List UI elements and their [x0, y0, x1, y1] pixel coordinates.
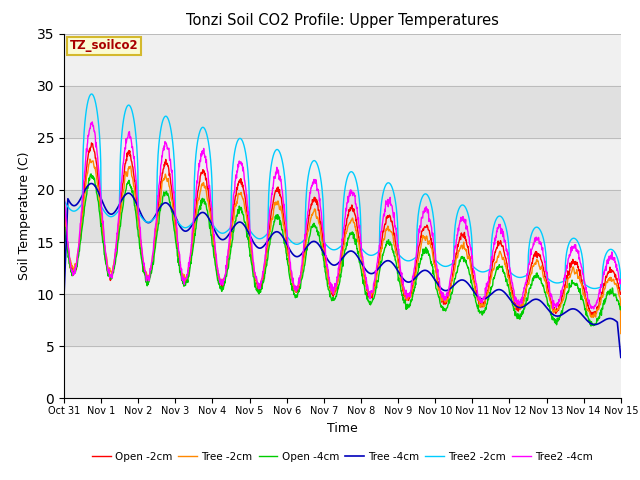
Tree2 -4cm	[246, 233, 254, 239]
Tree -2cm	[60, 271, 68, 277]
Bar	[64, 190, 621, 242]
Tree2 -2cm	[617, 287, 625, 292]
Open -2cm	[60, 203, 68, 209]
Tree2 -2cm	[429, 212, 437, 218]
Line: Open -2cm: Open -2cm	[64, 143, 621, 317]
Open -4cm	[587, 323, 595, 329]
Open -4cm	[246, 252, 254, 258]
Tree2 -2cm	[502, 224, 509, 230]
Tree -2cm	[429, 254, 437, 260]
Title: Tonzi Soil CO2 Profile: Upper Temperatures: Tonzi Soil CO2 Profile: Upper Temperatur…	[186, 13, 499, 28]
Bar	[64, 86, 621, 138]
Open -4cm	[184, 273, 192, 279]
Tree2 -4cm	[590, 306, 598, 312]
Tree -2cm	[171, 221, 179, 227]
Tree2 -2cm	[88, 91, 95, 97]
Open -4cm	[60, 221, 68, 227]
Tree -4cm	[246, 234, 254, 240]
Tree -2cm	[86, 156, 94, 162]
Tree -4cm	[88, 180, 95, 186]
Open -2cm	[617, 290, 625, 296]
Open -2cm	[171, 217, 179, 223]
Tree2 -2cm	[184, 224, 192, 230]
Tree -4cm	[617, 355, 625, 360]
Tree -2cm	[617, 331, 625, 336]
Open -2cm	[88, 140, 95, 146]
Open -4cm	[87, 171, 95, 177]
Tree2 -2cm	[551, 280, 559, 286]
Tree2 -4cm	[429, 236, 437, 241]
Bar	[64, 294, 621, 346]
Y-axis label: Soil Temperature (C): Soil Temperature (C)	[18, 152, 31, 280]
Open -2cm	[589, 314, 596, 320]
Tree -4cm	[171, 212, 179, 218]
Open -2cm	[184, 269, 192, 275]
Line: Tree -2cm: Tree -2cm	[64, 159, 621, 334]
Tree2 -2cm	[171, 167, 179, 172]
Tree -2cm	[502, 263, 509, 268]
Tree -4cm	[429, 274, 437, 280]
Legend: Open -2cm, Tree -2cm, Open -4cm, Tree -4cm, Tree2 -2cm, Tree2 -4cm: Open -2cm, Tree -2cm, Open -4cm, Tree -4…	[88, 448, 597, 466]
Open -4cm	[617, 304, 625, 310]
Tree2 -2cm	[246, 228, 254, 234]
Line: Tree -4cm: Tree -4cm	[64, 183, 621, 358]
Tree2 -4cm	[551, 302, 559, 308]
Open -4cm	[429, 271, 437, 277]
Tree -2cm	[184, 268, 192, 274]
Open -2cm	[551, 308, 559, 314]
Tree -4cm	[551, 313, 559, 319]
Line: Tree2 -4cm: Tree2 -4cm	[64, 122, 621, 309]
Open -4cm	[502, 278, 509, 284]
Open -2cm	[246, 241, 254, 247]
Tree2 -4cm	[60, 190, 68, 195]
Line: Tree2 -2cm: Tree2 -2cm	[64, 94, 621, 289]
Tree2 -4cm	[502, 244, 509, 250]
Tree -4cm	[60, 294, 68, 300]
Tree2 -4cm	[171, 202, 179, 208]
Tree2 -4cm	[88, 119, 96, 125]
Open -4cm	[171, 229, 179, 235]
Tree2 -4cm	[617, 280, 625, 286]
Tree -2cm	[551, 308, 559, 314]
Line: Open -4cm: Open -4cm	[64, 174, 621, 326]
Tree -4cm	[184, 227, 192, 233]
Tree -4cm	[502, 291, 509, 297]
Tree -2cm	[246, 244, 254, 250]
X-axis label: Time: Time	[327, 421, 358, 434]
Open -2cm	[502, 255, 509, 261]
Tree2 -4cm	[184, 268, 192, 274]
Open -2cm	[429, 249, 437, 255]
Tree2 -2cm	[60, 197, 68, 203]
Open -4cm	[551, 317, 559, 323]
